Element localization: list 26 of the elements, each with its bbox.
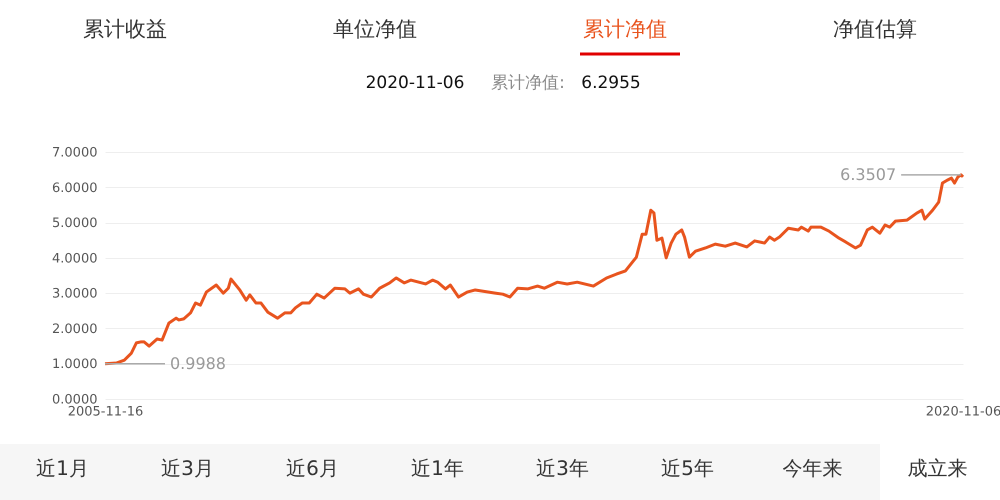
y-tick-label: 1.0000 bbox=[52, 357, 98, 372]
y-tick-label: 3.0000 bbox=[52, 286, 98, 302]
text: 净值估算 bbox=[833, 17, 917, 41]
text: 近1月 bbox=[36, 456, 89, 480]
y-tick-label: 5.0000 bbox=[52, 216, 98, 232]
text: 累计净值: bbox=[491, 73, 565, 93]
text: 今年来 bbox=[782, 456, 842, 480]
text: 近5年 bbox=[661, 456, 714, 480]
y-tick-label: 6.0000 bbox=[52, 180, 98, 196]
text: 单位净值 bbox=[333, 17, 417, 41]
x-tick-label: 2005-11-16 bbox=[68, 404, 144, 420]
annotation: 0.9988 bbox=[170, 354, 226, 373]
text: 累计净值 bbox=[583, 17, 667, 41]
text: 近3年 bbox=[536, 456, 589, 480]
y-tick-label: 4.0000 bbox=[52, 251, 98, 266]
text: 近6月 bbox=[286, 456, 339, 480]
text: 近1年 bbox=[411, 456, 464, 480]
y-tick-label: 2.0000 bbox=[52, 322, 98, 337]
text: 累计收益 bbox=[83, 17, 167, 41]
annotation: 6.3507 bbox=[840, 164, 896, 184]
y-tick-label: 0.0000 bbox=[52, 392, 98, 408]
text: 6.2955 bbox=[581, 73, 641, 93]
y-tick-label: 7.0000 bbox=[52, 146, 98, 160]
text: 近3月 bbox=[161, 456, 214, 480]
text: 成立来 bbox=[908, 456, 968, 480]
text: 2020-11-06 bbox=[366, 73, 464, 93]
